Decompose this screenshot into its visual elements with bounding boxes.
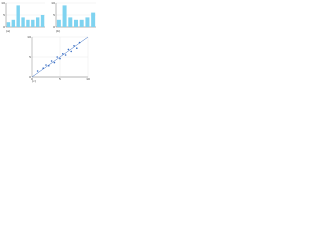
point <box>42 67 44 69</box>
bar <box>11 19 16 27</box>
bar <box>31 19 35 27</box>
bar <box>91 12 96 27</box>
bar <box>68 17 73 27</box>
trend-line <box>31 36 89 78</box>
point <box>64 54 67 56</box>
y-tick-label: 0 <box>29 75 31 79</box>
point <box>78 41 81 44</box>
point <box>67 48 70 51</box>
point <box>70 50 72 53</box>
bar <box>40 15 45 27</box>
bar <box>6 22 11 27</box>
bar <box>21 17 25 27</box>
y-tick-label: 10 <box>27 35 31 39</box>
point <box>76 47 78 49</box>
y-tick-label: 0 <box>3 25 5 29</box>
point <box>36 70 39 72</box>
y-tick-label: 5 <box>29 55 31 59</box>
caption: (a) <box>6 29 10 33</box>
point <box>62 53 64 55</box>
point <box>59 57 61 60</box>
bar <box>74 19 78 27</box>
y-tick-label: 5 <box>53 13 55 17</box>
y-tick-label: 10 <box>51 1 55 5</box>
x-tick-label: 5 <box>59 77 61 81</box>
page: {"chart_data": [ {"type": "bar", "captio… <box>0 0 320 83</box>
point <box>56 56 58 58</box>
point <box>50 60 53 62</box>
caption: (c) <box>32 79 36 83</box>
bar <box>62 5 67 28</box>
bar <box>85 17 90 27</box>
y-tick-label: 0 <box>53 25 55 29</box>
x-tick-label: 0 <box>31 77 33 81</box>
point <box>53 61 56 64</box>
point <box>45 64 47 66</box>
bar <box>35 17 40 27</box>
caption: (b) <box>56 29 60 33</box>
x-tick-label: 10 <box>86 77 90 81</box>
bar <box>16 5 20 28</box>
y-tick-label: 10 <box>1 1 5 5</box>
bar <box>56 19 61 27</box>
bar <box>79 19 84 27</box>
point <box>73 45 75 47</box>
bar <box>26 19 30 27</box>
point <box>48 65 50 67</box>
y-tick-label: 5 <box>3 13 5 17</box>
